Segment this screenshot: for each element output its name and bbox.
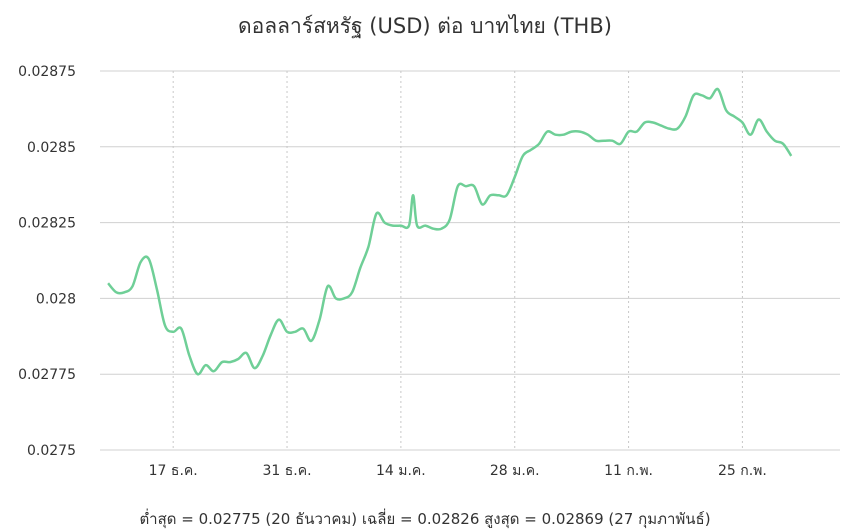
y-axis-tick-labels: 0.0275 0.02775 0.028 0.02825 0.0285 0.02875	[18, 64, 76, 459]
horizontal-gridlines	[100, 70, 840, 451]
y-tick-label: 0.028	[36, 291, 76, 307]
x-tick-label: 31 ธ.ค.	[262, 463, 311, 479]
x-tick-label: 17 ธ.ค.	[149, 463, 198, 479]
chart-summary-footer: ต่ำสุด = 0.02775 (20 ธันวาคม) เฉลี่ย = 0…	[139, 510, 711, 528]
y-tick-label: 0.0285	[27, 140, 76, 156]
y-tick-label: 0.02875	[18, 64, 76, 80]
x-axis-tick-labels: 17 ธ.ค. 31 ธ.ค. 14 ม.ค. 28 ม.ค. 11 ก.พ. 25 ก.…	[149, 463, 767, 479]
series-line	[107, 87, 793, 376]
vertical-gridlines	[172, 71, 743, 450]
chart-title: ดอลลาร์สหรัฐ (USD) ต่อ บาทไทย (THB)	[238, 14, 612, 38]
y-tick-label: 0.02775	[18, 367, 76, 383]
x-tick-label: 28 ม.ค.	[490, 463, 540, 479]
x-tick-label: 11 ก.พ.	[604, 463, 653, 479]
y-tick-label: 0.0275	[27, 443, 76, 459]
x-tick-label: 14 ม.ค.	[376, 463, 426, 479]
x-tick-label: 25 ก.พ.	[718, 463, 767, 479]
y-tick-label: 0.02825	[18, 216, 76, 232]
